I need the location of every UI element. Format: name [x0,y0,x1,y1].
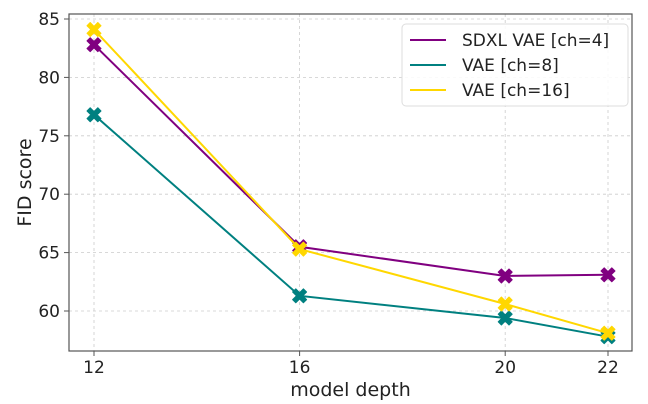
data-point-marker [497,268,513,284]
legend-label: VAE [ch=16] [462,81,570,101]
data-point-marker [86,22,102,38]
series-2 [86,22,616,341]
x-tick-label: 16 [289,358,311,378]
legend-box [401,23,629,107]
y-tick-label: 85 [38,10,60,30]
data-point-marker [497,296,513,312]
x-tick-label: 20 [494,358,516,378]
axis-ticks: 12 16 20 22 60 65 70 75 80 85 [38,10,618,378]
data-point-marker [292,288,308,304]
series-1 [86,107,616,345]
y-tick-label: 60 [38,302,60,322]
legend-label: VAE [ch=8] [462,56,559,76]
y-tick-label: 70 [38,185,60,205]
data-point-marker [600,267,616,283]
x-tick-label: 22 [597,358,619,378]
data-point-marker [86,107,102,123]
legend: SDXL VAE [ch=4] VAE [ch=8] VAE [ch=16] [401,23,629,107]
series-line [93,28,609,335]
series-line [93,114,609,338]
legend-label: SDXL VAE [ch=4] [462,31,609,51]
data-point-marker [86,37,102,53]
y-tick-label: 75 [38,127,60,147]
y-axis-label: FID score [14,138,36,226]
data-point-marker [292,241,308,257]
series-line [93,43,609,277]
x-axis-label: model depth [290,379,411,401]
y-tick-label: 80 [38,68,60,88]
series-layer [86,22,616,345]
x-tick-label: 12 [83,358,105,378]
plot-frame [68,13,633,352]
data-point-marker [600,325,616,341]
y-tick-label: 65 [38,244,60,264]
